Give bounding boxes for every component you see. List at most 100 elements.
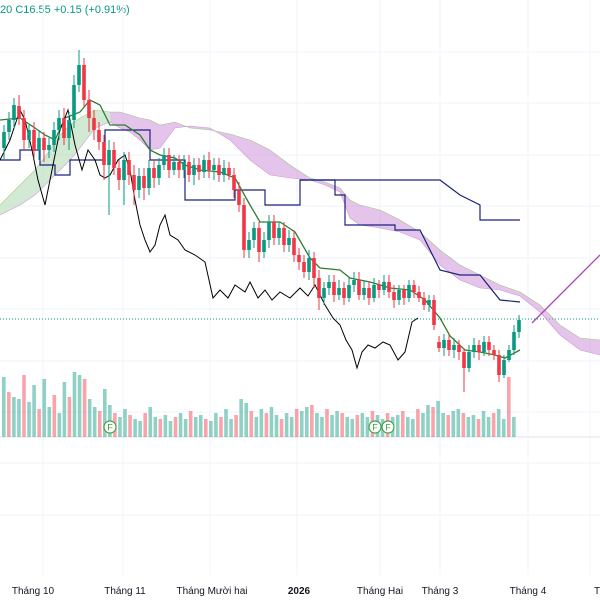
candle-body-15 bbox=[77, 65, 81, 85]
volume-bar-33 bbox=[168, 421, 173, 437]
candle-body-92 bbox=[462, 352, 466, 368]
candle-body-29 bbox=[147, 168, 151, 188]
volume-bar-1 bbox=[7, 392, 11, 437]
chart-grid bbox=[0, 0, 600, 575]
volume-bar-67 bbox=[340, 413, 344, 437]
candle-body-1 bbox=[7, 120, 11, 132]
candle-body-43 bbox=[217, 165, 221, 175]
candle-body-68 bbox=[342, 288, 346, 298]
candle-body-89 bbox=[447, 340, 451, 350]
candle-body-45 bbox=[227, 168, 231, 175]
candle-body-67 bbox=[337, 288, 341, 295]
candle-body-50 bbox=[252, 228, 256, 240]
candle-body-64 bbox=[322, 288, 326, 298]
volume-bar-95 bbox=[481, 411, 486, 437]
volume-bar-101 bbox=[512, 417, 516, 437]
x-axis: Tháng 10 Tháng 11 Tháng Mười hai 2026 Tháng … bbox=[12, 586, 600, 597]
legend-fragment: 20 bbox=[0, 4, 13, 16]
candle-body-75 bbox=[377, 285, 381, 290]
volume-bar-68 bbox=[345, 417, 349, 437]
volume-bar-7 bbox=[37, 409, 41, 437]
volume-bar-54 bbox=[274, 415, 279, 437]
cloud-bearish bbox=[110, 112, 600, 355]
x-axis-label-6: Tháng 4 bbox=[510, 586, 547, 597]
candle-body-78 bbox=[392, 292, 396, 300]
volume-bar-63 bbox=[320, 417, 324, 437]
volume-bar-78 bbox=[395, 415, 400, 437]
candle-body-37 bbox=[187, 162, 191, 175]
candle-body-34 bbox=[172, 162, 176, 170]
candle-body-6 bbox=[32, 130, 36, 150]
volume-bar-58 bbox=[294, 409, 299, 437]
candle-body-44 bbox=[222, 168, 226, 175]
candle-body-21 bbox=[107, 150, 111, 165]
candle-body-51 bbox=[257, 228, 261, 252]
volume-bar-82 bbox=[416, 409, 420, 437]
candlesticks bbox=[2, 50, 521, 392]
volume-bar-32 bbox=[163, 415, 168, 437]
candle-body-82 bbox=[412, 285, 416, 292]
volume-bar-99 bbox=[501, 419, 506, 437]
candle-body-40 bbox=[202, 160, 206, 172]
candle-body-39 bbox=[197, 165, 201, 172]
candle-body-65 bbox=[327, 282, 331, 288]
volume-bar-96 bbox=[486, 417, 491, 437]
candle-body-48 bbox=[242, 205, 246, 250]
volume-bar-86 bbox=[436, 401, 440, 437]
x-axis-label-1: Tháng 11 bbox=[104, 586, 146, 597]
legend-close: C16.55 bbox=[15, 4, 51, 16]
candle-body-53 bbox=[267, 222, 271, 240]
candle-body-46 bbox=[232, 175, 236, 190]
volume-bar-12 bbox=[62, 382, 67, 437]
volume-bar-3 bbox=[17, 399, 21, 437]
volume-bar-46 bbox=[234, 415, 238, 437]
candle-body-87 bbox=[437, 342, 441, 348]
candle-body-32 bbox=[162, 155, 166, 165]
volume-bar-80 bbox=[406, 417, 410, 437]
cloud-bullish bbox=[0, 110, 110, 215]
volume-bar-38 bbox=[193, 417, 198, 437]
candle-body-103 bbox=[517, 320, 521, 332]
event-marker-label-0: F bbox=[107, 423, 113, 433]
volume-bar-47 bbox=[239, 399, 243, 437]
candle-body-25 bbox=[127, 160, 131, 175]
volume-bar-6 bbox=[32, 385, 36, 437]
candle-body-18 bbox=[92, 118, 96, 130]
candle-body-84 bbox=[422, 298, 426, 305]
legend-change: +0.15 (+0.91%) bbox=[53, 4, 130, 16]
volume-bar-88 bbox=[446, 415, 450, 437]
candle-body-71 bbox=[357, 280, 361, 295]
candle-body-58 bbox=[292, 238, 296, 255]
volume-bar-56 bbox=[284, 413, 289, 437]
span-b-line bbox=[0, 121, 600, 356]
volume-bar-2 bbox=[12, 397, 16, 437]
volume-bar-94 bbox=[476, 419, 481, 437]
candle-body-76 bbox=[382, 282, 386, 290]
candle-body-62 bbox=[312, 258, 316, 278]
candle-body-79 bbox=[397, 290, 401, 300]
candle-body-26 bbox=[132, 175, 136, 190]
volume-bar-45 bbox=[229, 419, 233, 437]
volume-bar-81 bbox=[411, 419, 415, 437]
trend-line bbox=[531, 254, 600, 324]
volume-bar-66 bbox=[335, 411, 339, 437]
candle-body-33 bbox=[167, 155, 171, 170]
volume-bar-89 bbox=[451, 411, 456, 437]
candle-body-61 bbox=[307, 258, 311, 272]
candle-body-30 bbox=[152, 168, 156, 178]
candle-body-31 bbox=[157, 165, 161, 178]
candle-body-24 bbox=[122, 160, 126, 180]
volume-bar-87 bbox=[441, 413, 445, 437]
volume-bar-52 bbox=[264, 413, 269, 437]
volume-bar-39 bbox=[198, 415, 203, 437]
candle-body-12 bbox=[62, 118, 66, 138]
candle-body-35 bbox=[177, 162, 181, 170]
candle-body-57 bbox=[287, 238, 291, 245]
volume-bar-50 bbox=[254, 417, 259, 437]
candle-body-38 bbox=[192, 165, 196, 175]
candle-body-13 bbox=[67, 120, 71, 138]
volume-bar-18 bbox=[92, 407, 97, 437]
event-marker-circle-0 bbox=[103, 420, 117, 434]
